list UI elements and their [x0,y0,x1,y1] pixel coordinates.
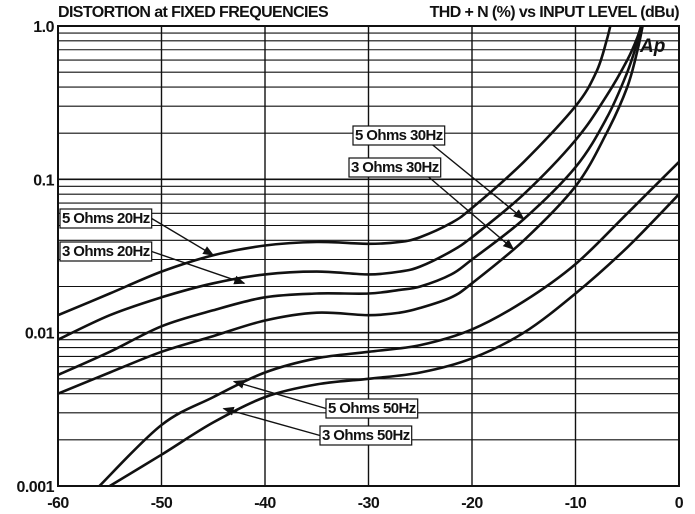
series-group [58,26,679,486]
x-tick-label: -30 [358,495,380,512]
y-tick-label: 0.001 [16,479,54,496]
x-tick-label: -10 [565,495,587,512]
annotation-arrow-3-ohms-30hz [428,176,515,250]
chart-subtitle: THD + N (%) vs INPUT LEVEL (dBu) [429,4,680,21]
annotation-arrow-5-ohms-30hz [432,144,525,220]
y-tick-label: 1.0 [33,19,54,36]
annotation-label-5-ohms-30hz: 5 Ohms 30Hz [355,127,443,144]
series-line-3-ohms-30hz [58,26,644,395]
annotation-label-5-ohms-50hz: 5 Ohms 50Hz [328,400,416,417]
series-line-3-ohms-50hz [108,192,679,486]
x-tick-label: -40 [254,495,276,512]
annotation-label-5-ohms-20hz: 5 Ohms 20Hz [62,210,150,227]
annotation-arrow-5-ohms-20hz [151,217,215,256]
annotation-box-3-ohms-30hz [348,157,442,178]
y-tick-label: 0.1 [33,172,54,189]
x-tick-label: -20 [461,495,483,512]
annotation-box-5-ohms-30hz [352,125,446,146]
y-tick-label: 0.01 [25,326,55,343]
chart-title: DISTORTION at FIXED FREQUENCIES [58,4,329,21]
x-tick-label: -60 [47,495,69,512]
x-tick-label: -50 [151,495,173,512]
series-line-3-ohms-20hz [58,26,643,341]
series-line-5-ohms-30hz [58,26,643,377]
annotation-arrow-3-ohms-50hz [222,406,321,437]
annotation-label-3-ohms-20hz: 3 Ohms 20Hz [62,243,150,260]
annotation-arrow-3-ohms-20hz [151,250,246,285]
series-line-5-ohms-20hz [58,26,612,317]
x-tick-label: 0 [675,495,684,512]
annotation-label-3-ohms-50hz: 3 Ohms 50Hz [322,427,410,444]
plot-frame [57,25,680,487]
ap-logo: Ap [639,36,665,57]
series-line-5-ohms-50hz [98,160,679,486]
annotation-label-3-ohms-30hz: 3 Ohms 30Hz [351,159,439,176]
annotation-group: 5 Ohms 20Hz 3 Ohms 20Hz 5 Ohms 30Hz 3 Ohms … [59,125,525,446]
annotation-arrow-5-ohms-50hz [232,380,327,410]
